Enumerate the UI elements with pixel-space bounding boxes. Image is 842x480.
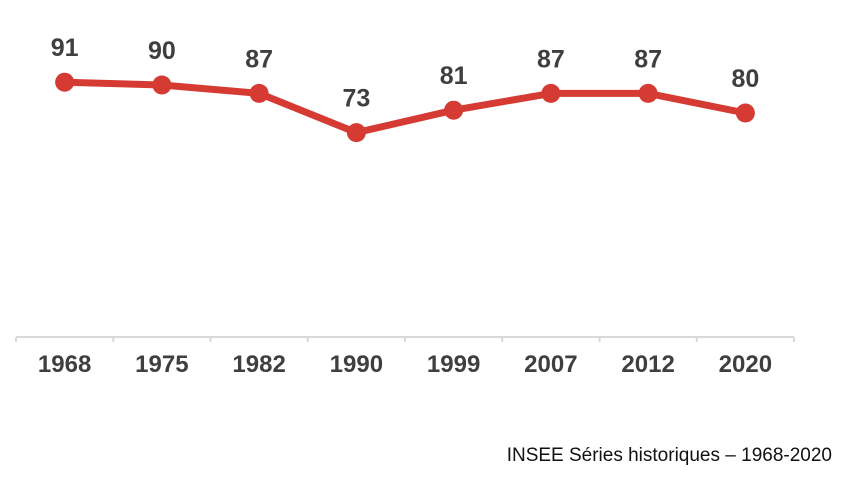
data-point-1968 (55, 72, 75, 92)
data-label-2020: 80 (731, 65, 759, 93)
x-axis-label-1990: 1990 (330, 351, 383, 378)
data-label-2007: 87 (537, 45, 565, 73)
data-label-2012: 87 (634, 45, 662, 73)
data-label-1999: 81 (440, 62, 468, 90)
data-point-2020 (735, 103, 755, 123)
data-point-2012 (638, 83, 658, 103)
x-axis-label-2012: 2012 (621, 351, 674, 378)
x-axis-label-2007: 2007 (524, 351, 577, 378)
chart-source-caption: INSEE Séries historiques – 1968-2020 (506, 445, 832, 466)
x-axis-label-1975: 1975 (135, 351, 188, 378)
data-point-1999 (444, 100, 464, 120)
x-axis-label-1982: 1982 (232, 351, 285, 378)
data-label-1968: 91 (51, 34, 79, 62)
x-axis-label-1999: 1999 (427, 351, 480, 378)
x-axis-label-1968: 1968 (38, 351, 91, 378)
data-point-1975 (152, 75, 172, 95)
series-line (61, 78, 749, 137)
data-label-1990: 73 (342, 85, 370, 113)
data-point-1982 (249, 83, 269, 103)
data-label-1975: 90 (148, 37, 176, 65)
data-label-1982: 87 (245, 45, 273, 73)
data-point-2007 (541, 83, 561, 103)
x-axis-label-2020: 2020 (719, 351, 772, 378)
data-point-1990 (346, 123, 366, 143)
